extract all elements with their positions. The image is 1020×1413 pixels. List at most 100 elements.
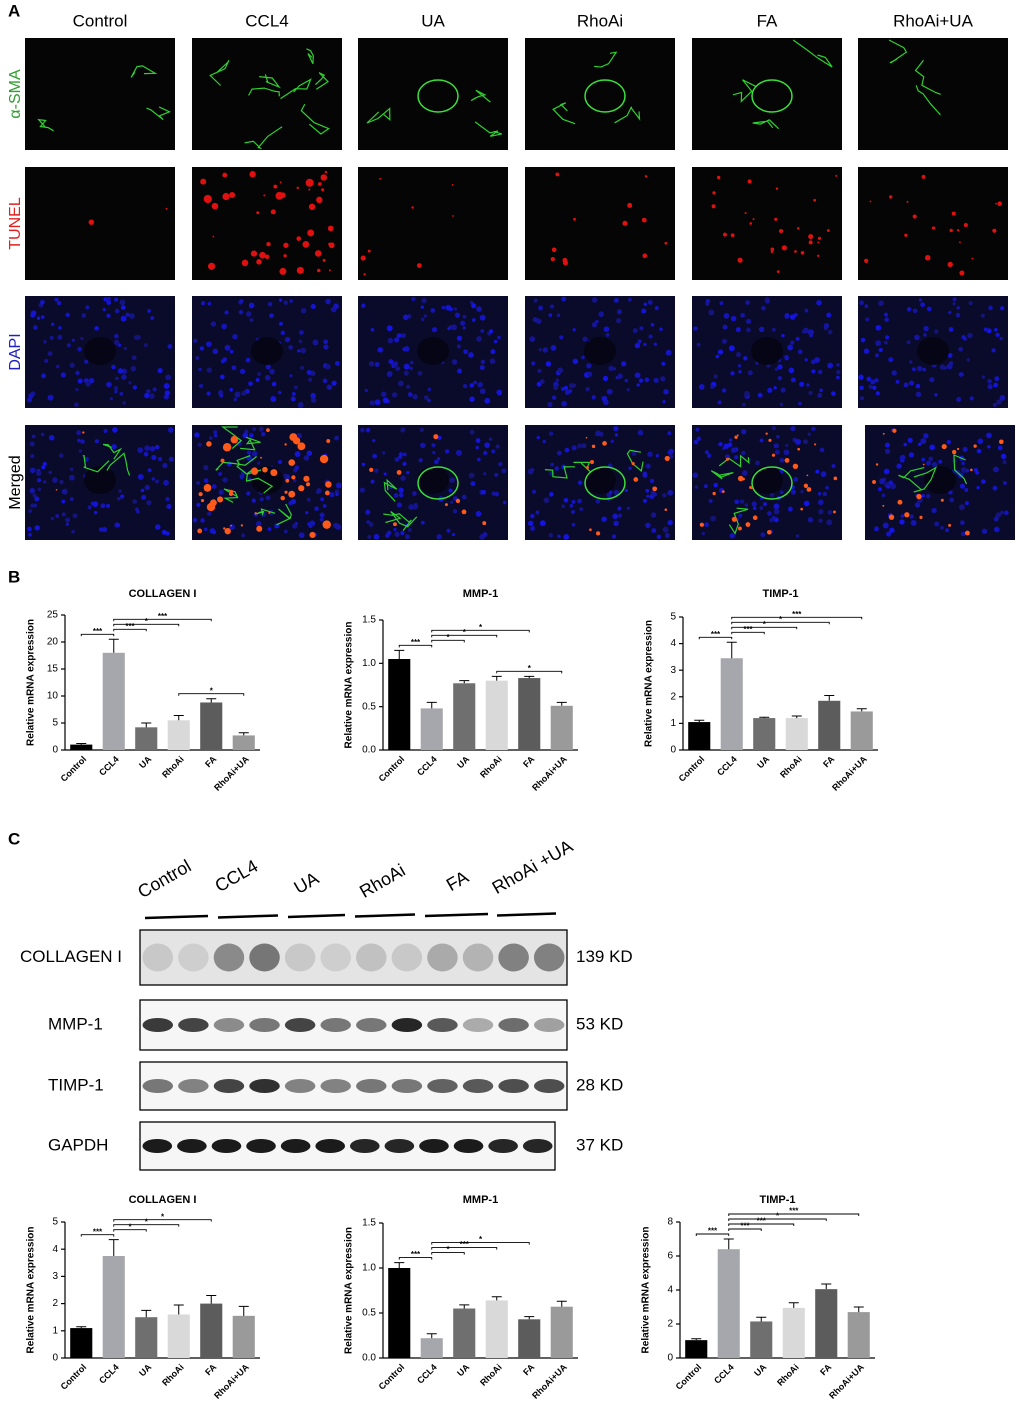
nucleus: [74, 402, 79, 407]
nucleus: [668, 448, 674, 454]
x-tick-label: UA: [137, 754, 154, 771]
nucleus: [72, 513, 78, 519]
nucleus: [403, 346, 410, 352]
bar: [518, 1319, 541, 1358]
nucleus: [212, 530, 217, 535]
nucleus: [66, 343, 71, 348]
nucleus: [213, 433, 218, 438]
red-stain: [872, 480, 876, 484]
nucleus: [620, 361, 627, 367]
nucleus: [493, 339, 498, 344]
nucleus: [32, 493, 37, 498]
nucleus: [206, 367, 212, 373]
red-stain: [736, 434, 739, 437]
x-tick-label: RhoAi+UA: [212, 1362, 251, 1401]
nucleus: [290, 498, 297, 505]
nucleus: [557, 534, 561, 538]
red-stain: [297, 442, 306, 451]
nucleus: [788, 367, 795, 374]
y-tick-label: 0: [52, 745, 58, 756]
nucleus: [213, 430, 218, 435]
red-stain: [222, 443, 232, 452]
nucleus: [198, 383, 204, 389]
nucleus: [41, 373, 47, 379]
nucleus: [884, 442, 890, 448]
nucleus: [884, 448, 891, 455]
x-tick-label: CCL4: [415, 754, 439, 778]
nucleus: [278, 391, 282, 395]
nucleus: [967, 332, 973, 339]
bar: [102, 1256, 125, 1358]
nucleus: [987, 378, 993, 384]
nucleus: [113, 339, 120, 346]
blot-band: [213, 1018, 245, 1032]
bar: [200, 1303, 223, 1358]
nucleus: [366, 520, 371, 524]
significance-bracket: [728, 1218, 827, 1221]
error-bar: [76, 743, 87, 745]
nucleus: [613, 489, 620, 496]
red-stain: [882, 432, 885, 435]
bar: [232, 1315, 255, 1358]
red-stain: [784, 457, 790, 463]
nucleus: [58, 453, 64, 458]
y-tick-label: 0.5: [362, 1308, 376, 1319]
nucleus: [61, 512, 66, 517]
blot-frame: [139, 1061, 568, 1111]
nucleus: [402, 461, 407, 466]
nucleus: [582, 336, 588, 342]
red-stain: [882, 504, 885, 507]
nucleus: [224, 310, 229, 315]
red-stain: [964, 530, 970, 536]
nucleus: [452, 509, 458, 514]
nucleus: [234, 391, 241, 398]
green-ring: [751, 79, 793, 113]
nucleus: [367, 534, 372, 539]
nucleus: [129, 313, 135, 319]
blot-band: [284, 1018, 316, 1032]
nucleus: [795, 336, 800, 341]
nucleus: [909, 360, 913, 364]
lane-line: [217, 914, 279, 919]
nucleus: [713, 482, 719, 488]
nucleus: [650, 512, 657, 518]
red-stain: [322, 520, 331, 529]
nucleus: [610, 439, 614, 444]
nucleus: [29, 467, 36, 474]
lane-label: FA: [443, 867, 472, 895]
nucleus: [708, 499, 713, 503]
nucleus: [210, 321, 217, 327]
red-stain: [912, 214, 917, 219]
nucleus: [884, 340, 888, 345]
nucleus: [548, 533, 554, 538]
nucleus: [198, 367, 202, 372]
nucleus: [817, 499, 824, 506]
nucleus: [577, 480, 583, 485]
nucleus: [162, 462, 168, 469]
nucleus: [777, 375, 783, 381]
nucleus: [65, 517, 71, 523]
nucleus: [886, 531, 892, 537]
significance-label: *: [479, 623, 483, 632]
nucleus: [484, 397, 491, 404]
red-stain: [551, 247, 557, 253]
nucleus: [28, 509, 33, 513]
nucleus: [884, 317, 889, 323]
red-stain: [288, 459, 296, 466]
nucleus: [717, 349, 724, 355]
nucleus: [879, 478, 885, 485]
nucleus: [931, 507, 937, 514]
nucleus: [206, 391, 211, 396]
nucleus: [632, 328, 638, 334]
nucleus: [451, 359, 458, 365]
y-tick-label: 4: [52, 1244, 58, 1255]
nucleus: [823, 323, 830, 329]
nucleus: [278, 321, 283, 326]
nucleus: [68, 474, 75, 481]
blot-band: [427, 1079, 458, 1093]
blot-band: [249, 1018, 280, 1032]
nucleus: [370, 327, 375, 332]
red-stain: [730, 233, 735, 238]
nucleus: [434, 459, 439, 465]
error-bar: [426, 701, 437, 709]
